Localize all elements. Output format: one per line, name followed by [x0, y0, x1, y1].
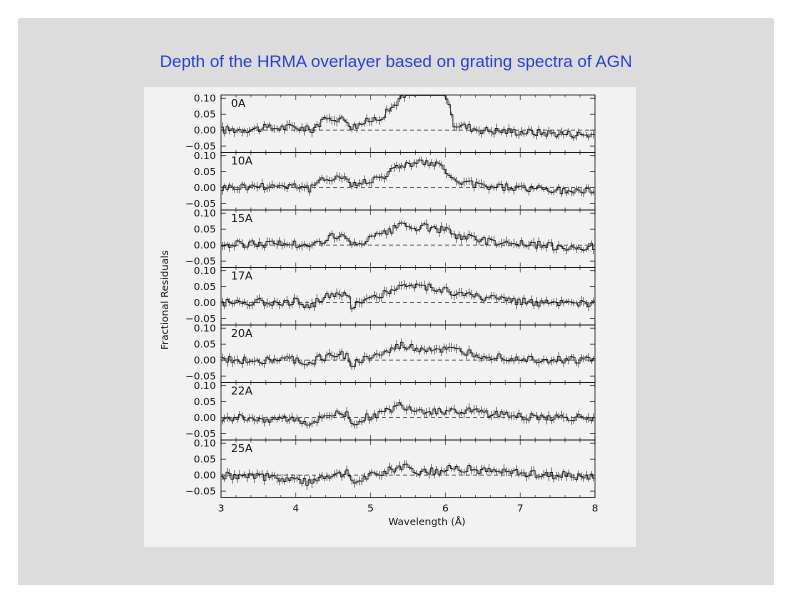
- panel-label: 10A: [231, 155, 253, 168]
- panel-frame: [220, 94, 596, 153]
- y-tick-label: −0.05: [185, 199, 216, 210]
- y-tick-label: 0.10: [194, 209, 216, 220]
- panel-frame: [220, 152, 596, 211]
- figure-panel: Wavelength (Å) Fractional Residuals 0.10…: [144, 87, 636, 547]
- residual-histogram: [221, 463, 595, 486]
- y-tick-label: −0.05: [185, 487, 216, 498]
- slide-title: Depth of the HRMA overlayer based on gra…: [159, 52, 633, 71]
- panel-label: 20A: [231, 327, 253, 340]
- residuals-chart: Wavelength (Å) Fractional Residuals 0.10…: [160, 94, 598, 528]
- y-tick-label: 0.10: [194, 324, 216, 335]
- residual-histogram: [221, 222, 595, 251]
- panel-15A: 0.10 0.05 0.00 −0.05 15A: [185, 209, 596, 268]
- y-tick-label: 0.05: [194, 225, 216, 236]
- x-tick-label: 3: [218, 504, 224, 515]
- y-tick-label: 0.10: [194, 151, 216, 162]
- panel-frame: [220, 324, 596, 383]
- y-tick-label: 0.00: [194, 413, 216, 424]
- y-tick-label: −0.05: [185, 314, 216, 325]
- residual-histogram: [221, 159, 595, 195]
- residual-histogram: [221, 95, 595, 139]
- x-tick-label: 5: [367, 504, 373, 515]
- panel-17A: 0.10 0.05 0.00 −0.05 17A: [185, 266, 596, 326]
- panel-0A: 0.10 0.05 0.00 −0.05 0A: [185, 94, 596, 153]
- y-tick-label: 0.00: [194, 356, 216, 367]
- panel-frame: [220, 382, 596, 441]
- y-tick-label: −0.05: [185, 372, 216, 383]
- y-tick-label: 0.05: [194, 397, 216, 408]
- panel-frame: [220, 439, 596, 498]
- y-tick-label: 0.10: [194, 266, 216, 277]
- panel-frame: [220, 267, 596, 326]
- y-tick-label: 0.05: [194, 340, 216, 351]
- x-axis-title: Wavelength (Å): [388, 515, 465, 528]
- x-tick-label: 6: [442, 504, 448, 515]
- residual-histogram: [221, 283, 595, 310]
- y-axis-title: Fractional Residuals: [160, 250, 171, 349]
- y-tick-label: 0.05: [194, 110, 216, 121]
- y-tick-label: 0.05: [194, 282, 216, 293]
- y-tick-label: 0.10: [194, 381, 216, 392]
- y-tick-label: 0.00: [194, 298, 216, 309]
- panel-label: 25A: [231, 442, 253, 455]
- residual-histogram: [221, 341, 595, 367]
- y-tick-label: 0.10: [194, 439, 216, 450]
- panel-label: 22A: [231, 385, 253, 398]
- x-tick-label: 4: [293, 504, 299, 515]
- x-tick-label: 8: [592, 504, 598, 515]
- panel-label: 15A: [231, 212, 253, 225]
- y-tick-label: −0.05: [185, 142, 216, 153]
- y-tick-label: −0.05: [185, 429, 216, 440]
- y-tick-label: 0.10: [194, 94, 216, 105]
- panel-10A: 0.10 0.05 0.00 −0.05 10A: [185, 151, 596, 211]
- y-tick-label: 0.00: [194, 241, 216, 252]
- y-tick-label: 0.05: [194, 455, 216, 466]
- y-tick-label: 0.00: [194, 471, 216, 482]
- panel-22A: 0.10 0.05 0.00 −0.05 22A: [185, 381, 596, 441]
- slide-background: Depth of the HRMA overlayer based on gra…: [18, 18, 774, 585]
- y-tick-label: 0.00: [194, 126, 216, 137]
- residual-histogram: [221, 402, 595, 426]
- y-tick-label: 0.05: [194, 167, 216, 178]
- x-tick-label: 7: [517, 504, 523, 515]
- panel-label: 17A: [231, 270, 253, 283]
- panel-20A: 0.10 0.05 0.00 −0.05 20A: [185, 324, 596, 383]
- panel-25A: 0.10 0.05 0.00 −0.05 25A: [185, 439, 596, 498]
- y-tick-label: −0.05: [185, 257, 216, 268]
- y-tick-label: 0.00: [194, 183, 216, 194]
- panel-label: 0A: [231, 97, 246, 110]
